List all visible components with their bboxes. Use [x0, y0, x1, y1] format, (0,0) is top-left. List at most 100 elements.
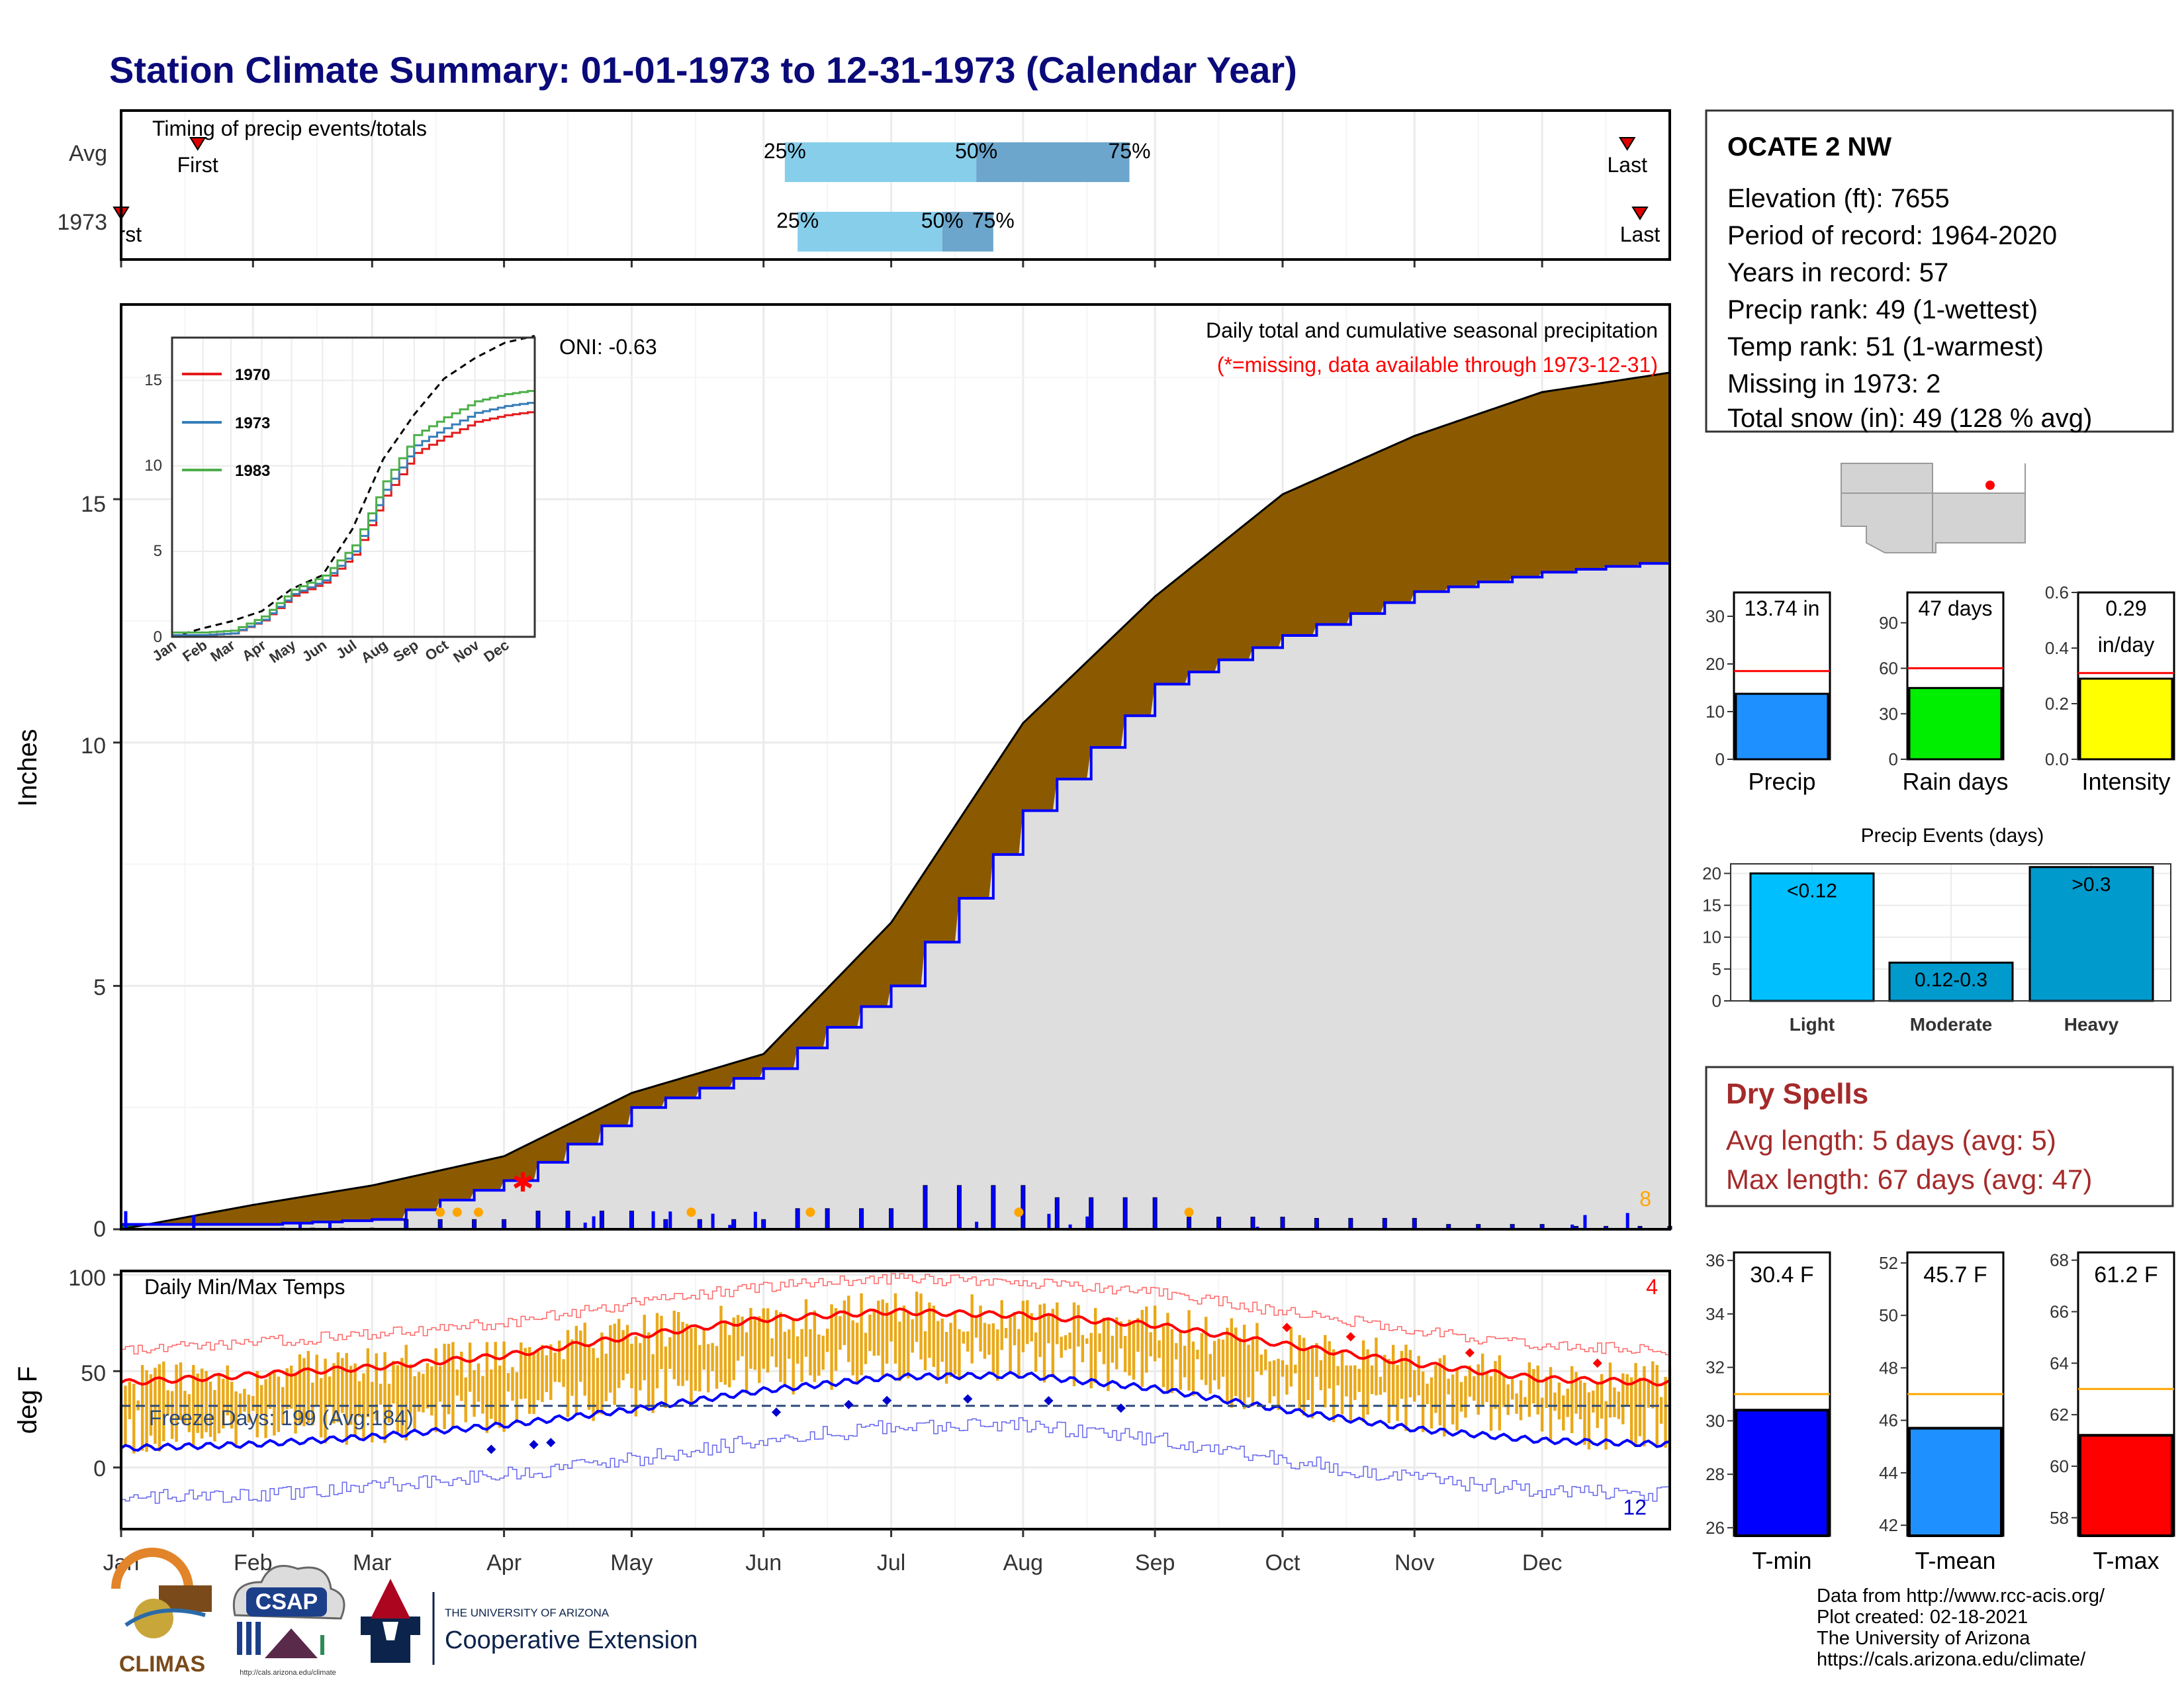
daily-temp-range: [715, 1346, 719, 1389]
precip-frame: [120, 303, 1671, 1231]
daily-temp-range: [1217, 1338, 1220, 1389]
daily-temp-range: [1613, 1387, 1616, 1417]
inset-month-mar: Mar: [207, 636, 238, 665]
events-ytick-label: 0: [1712, 991, 1721, 1011]
daily-temp-range: [1426, 1383, 1429, 1405]
daily-temp-range: [1502, 1376, 1506, 1407]
precip-ytick-15: 15: [81, 492, 106, 517]
daily-temp-range: [813, 1310, 817, 1382]
inset-ytick-15: 15: [144, 371, 162, 389]
timing-pct-50: 50%: [921, 209, 964, 232]
daily-temp-range: [375, 1353, 378, 1421]
daily-temp-range: [208, 1382, 212, 1437]
daily-temp-range: [617, 1319, 621, 1388]
daily-precip-bar: [1021, 1185, 1026, 1230]
daily-temp-range: [1604, 1401, 1608, 1450]
daily-temp-range: [1289, 1327, 1293, 1387]
cumulative-base-area: [121, 560, 1670, 1229]
daily-temp-range: [907, 1311, 910, 1379]
last-event-label: Last: [1607, 153, 1647, 177]
daily-temp-range: [949, 1323, 952, 1378]
daily-temp-range: [1191, 1341, 1195, 1396]
daily-temp-range: [1506, 1384, 1510, 1415]
daily-precip-bar: [923, 1185, 928, 1230]
daily-temp-range: [1017, 1329, 1021, 1378]
daily-temp-range: [536, 1350, 540, 1401]
month-label-jul: Jul: [877, 1550, 905, 1575]
month-label-oct: Oct: [1265, 1550, 1300, 1575]
daily-temp-range: [1524, 1397, 1527, 1405]
daily-temp-range: [1179, 1331, 1182, 1390]
daily-precip-bar: [1216, 1217, 1222, 1230]
station-snow: Total snow (in): 49 (128 % avg): [1727, 404, 2092, 433]
daily-temp-range: [255, 1371, 259, 1438]
climas-logo: CLIMAS: [111, 1548, 212, 1677]
daily-temp-range: [1443, 1355, 1446, 1437]
daily-temp-range: [541, 1344, 544, 1402]
avg-max-temp-line: [120, 1307, 1670, 1387]
daily-precip-bar: [1047, 1213, 1051, 1229]
daily-temp-range: [366, 1348, 370, 1417]
daily-temp-range: [719, 1305, 723, 1382]
daily-precip-bar: [1122, 1197, 1128, 1230]
last-event-label: Last: [1620, 222, 1661, 246]
temperature-bar-charts: 30.4 F 26 28 30 32 34 36 T-min 45.7 F 42 44 46 48 50 5…: [1706, 1250, 2175, 1574]
inset-avg-line: [171, 334, 535, 638]
station-name: OCATE 2 NW: [1727, 132, 1891, 162]
daily-temp-range: [273, 1370, 276, 1436]
csap-logo: CSAP http://cals.arizona.edu/climate: [232, 1565, 345, 1677]
daily-temp-range: [864, 1333, 868, 1364]
inset-month-sep: Sep: [390, 637, 421, 666]
daily-temp-range: [1306, 1350, 1310, 1401]
temp-bar-ytick-label: 68: [2050, 1250, 2069, 1270]
daily-temp-range: [226, 1365, 229, 1416]
daily-temp-range: [1128, 1319, 1131, 1376]
events-bar-label: <0.12: [1787, 880, 1837, 902]
daily-temp-range: [349, 1366, 353, 1425]
mini-bar-label: 47 days: [1918, 596, 1992, 620]
daily-temp-range: [341, 1358, 344, 1413]
mini-bar-label-unit: in/day: [2098, 633, 2154, 657]
daily-temp-range: [545, 1355, 549, 1393]
cold-count: 12: [1623, 1495, 1647, 1519]
inset-legend-1970: 1970: [235, 366, 270, 384]
daily-temp-range: [877, 1300, 880, 1356]
daily-temp-range: [1205, 1317, 1208, 1385]
temp-ytick-0: 0: [93, 1456, 106, 1481]
snow-day-marker: [686, 1207, 696, 1217]
daily-temp-range: [898, 1321, 901, 1382]
daily-temp-range: [1583, 1382, 1586, 1445]
daily-temp-range: [1238, 1337, 1242, 1401]
daily-temp-range: [889, 1311, 893, 1342]
daily-temp-range: [1536, 1365, 1539, 1415]
daily-temp-range: [1115, 1317, 1118, 1370]
daily-temp-range: [294, 1372, 297, 1434]
inset-month-dec: Dec: [480, 637, 512, 666]
daily-temp-range: [1251, 1337, 1255, 1407]
daily-temp-range: [464, 1377, 467, 1423]
daily-temp-range: [1272, 1360, 1276, 1397]
daily-temp-range: [473, 1370, 476, 1417]
daily-temp-range: [690, 1328, 693, 1407]
daily-temp-range: [766, 1308, 770, 1373]
daily-temp-range: [668, 1337, 672, 1369]
daily-temp-range: [357, 1381, 361, 1417]
daily-temp-range: [694, 1327, 698, 1391]
daily-precip-bar: [1412, 1217, 1417, 1230]
station-missing: Missing in 1973: 2: [1727, 369, 1940, 399]
station-period: Period of record: 1964-2020: [1727, 221, 2057, 250]
month-axis: Jan Feb Mar Apr May Jun Jul Aug Sep Oct Nov Dec: [103, 1529, 1562, 1575]
footer-line-4: https://cals.arizona.edu/climate/: [1817, 1649, 2086, 1670]
daily-temp-range: [728, 1335, 731, 1387]
daily-temp-range: [625, 1325, 629, 1374]
temp-bar-ytick-label: 52: [1879, 1253, 1898, 1273]
temp-bar-ytick-label: 26: [1706, 1518, 1725, 1538]
daily-temp-range: [1498, 1355, 1502, 1430]
temp-frame: [120, 1270, 1671, 1530]
daily-temp-range: [783, 1331, 787, 1385]
daily-temp-range: [1212, 1340, 1216, 1381]
daily-temp-range: [520, 1342, 523, 1399]
temp-bar-value: [1908, 1427, 2003, 1538]
precip-panel: Daily total and cumulative seasonal prec…: [13, 303, 1672, 1242]
daily-temp-range: [447, 1343, 451, 1415]
